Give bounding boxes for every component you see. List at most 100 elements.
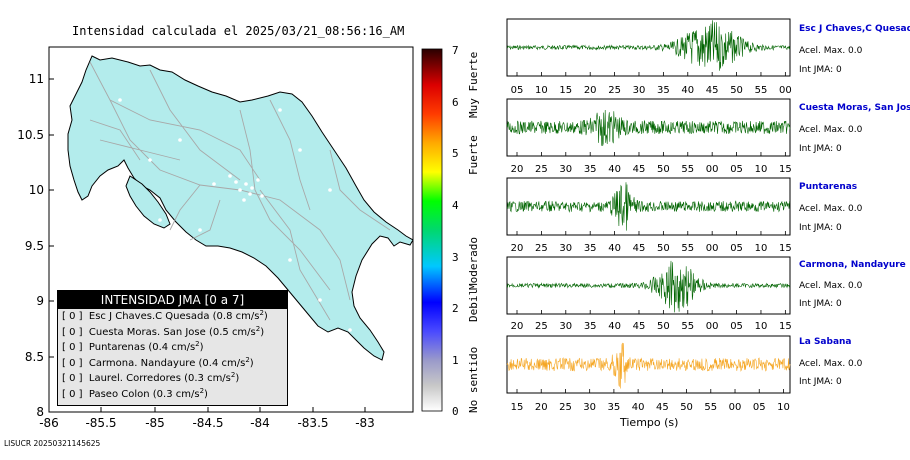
colorbar-ticks: 0 1 2 3 4 5 6 7 [452, 44, 459, 418]
colorbar-tick: 3 [452, 251, 459, 264]
seismogram-x-axis-label: Tiempo (s) [620, 416, 679, 429]
legend-item: [ 0 ] Paseo Colon (0.3 cm/s2) [62, 386, 208, 400]
station-int: Int JMA: 0 [799, 377, 842, 387]
seismogram-tick-label: 35 [657, 85, 670, 96]
seismogram-tick-label: 45 [706, 85, 719, 96]
x-tick-label: -84.5 [192, 416, 223, 430]
station-name: Carmona, Nandayure [799, 260, 906, 270]
x-tick-label: -85 [145, 416, 165, 430]
seismogram-tick-label: 50 [657, 243, 670, 254]
seismogram-tick-label: 05 [730, 164, 743, 175]
legend-item: [ 0 ] Laurel. Corredores (0.3 cm/s2) [62, 371, 240, 385]
y-tick-label: 8 [36, 405, 44, 419]
seismogram-tick-label: 05 [730, 243, 743, 254]
map-tick-marks [49, 78, 366, 412]
seismogram-tick-label: 45 [656, 402, 669, 413]
seismogram-tick-label: 40 [632, 402, 645, 413]
legend-item: [ 0 ] Cuesta Moras. San Jose (0.5 cm/s2) [62, 324, 265, 338]
seismogram-tick-label: 50 [730, 85, 743, 96]
seismogram-tick-label: 20 [584, 85, 597, 96]
colorbar-label: No sentido [467, 347, 480, 413]
seismogram-tick-label: 00 [729, 402, 742, 413]
seismogram-tick-label: 40 [681, 85, 694, 96]
seismogram-tick-label: 00 [706, 164, 719, 175]
seismogram-tick-label: 40 [608, 321, 621, 332]
seismogram-tick-label: 20 [511, 243, 524, 254]
seismogram-tick-label: 45 [633, 321, 646, 332]
legend-title: INTENSIDAD JMA [0 a 7] [58, 291, 287, 309]
station-name: La Sabana [799, 337, 852, 347]
y-tick-label: 8.5 [25, 350, 44, 364]
colorbar-tick: 1 [452, 354, 459, 367]
station-acel: Acel. Max. 0.0 [799, 46, 863, 56]
y-tick-label: 11 [29, 72, 44, 86]
seismogram-tick-label: 10 [755, 243, 768, 254]
colorbar-tick: 6 [452, 96, 459, 109]
seismogram-tick-label: 15 [779, 164, 792, 175]
seismogram-tick-label: 20 [535, 402, 548, 413]
seismogram-tick-label: 55 [681, 164, 694, 175]
y-tick-label: 10 [29, 183, 44, 197]
seismogram-tick-label: 15 [511, 402, 524, 413]
y-tick-label: 10.5 [17, 128, 44, 142]
colorbar-label: Moderado [467, 237, 480, 290]
seismogram-tick-label: 10 [535, 85, 548, 96]
seismogram-tick-label: 15 [559, 85, 572, 96]
intensity-legend: INTENSIDAD JMA [0 a 7] [ 0 ] Esc J Chave… [57, 290, 288, 406]
colorbar-tick: 0 [452, 405, 459, 418]
seismogram-tick-label: 00 [706, 321, 719, 332]
seismogram-tick-label: 45 [633, 243, 646, 254]
x-tick-label: -84 [250, 416, 270, 430]
station-acel: Acel. Max. 0.0 [799, 204, 863, 214]
colorbar-category-labels: No sentido Debil Moderado Fuerte Muy Fue… [467, 52, 480, 413]
seismogram-trace [506, 109, 791, 146]
seismogram-tick-label: 15 [779, 321, 792, 332]
station-int: Int JMA: 0 [799, 223, 842, 233]
seismogram-tick-label: 20 [511, 321, 524, 332]
seismogram-tick-label: 00 [779, 85, 792, 96]
station-acel: Acel. Max. 0.0 [799, 125, 863, 135]
seismogram-tick-label: 40 [608, 243, 621, 254]
seismogram-tick-label: 50 [680, 402, 693, 413]
station-int: Int JMA: 0 [799, 65, 842, 75]
station-acel: Acel. Max. 0.0 [799, 359, 863, 369]
colorbar-tick: 4 [452, 199, 459, 212]
seismogram-tick-label: 30 [559, 243, 572, 254]
seismogram-frame [506, 256, 791, 315]
seismogram-trace [506, 182, 791, 231]
seismogram-tick-label: 05 [730, 321, 743, 332]
seismogram-tick-label: 25 [535, 243, 548, 254]
seismogram-trace [506, 20, 791, 71]
seismogram-tick-label: 25 [608, 85, 621, 96]
seismogram-tick-label: 10 [755, 164, 768, 175]
seismogram-tick-label: 40 [608, 164, 621, 175]
legend-item: [ 0 ] Puntarenas (0.4 cm/s2) [62, 340, 204, 354]
colorbar-label: Fuerte [467, 135, 480, 175]
seismogram-tick-label: 55 [704, 402, 717, 413]
seismogram-tick-label: 35 [584, 164, 597, 175]
seismogram-tick-label: 05 [511, 85, 524, 96]
station-int: Int JMA: 0 [799, 299, 842, 309]
legend-item: [ 0 ] Esc J Chaves.C Quesada (0.8 cm/s2) [62, 309, 268, 323]
seismogram-tick-label: 30 [633, 85, 646, 96]
seismogram-tick-label: 55 [681, 243, 694, 254]
seismogram-tick-label: 35 [584, 243, 597, 254]
map-title: Intensidad calculada el 2025/03/21_08:56… [72, 24, 405, 38]
seismogram-tick-label: 30 [559, 321, 572, 332]
nicoya-peninsula [125, 175, 171, 229]
seismogram-tick-label: 55 [681, 321, 694, 332]
costa-rica-land [67, 55, 413, 361]
x-tick-label: -86 [39, 416, 59, 430]
colorbar-tick: 2 [452, 302, 459, 315]
x-tick-label: -83.5 [297, 416, 328, 430]
seismogram-tick-label: 45 [633, 164, 646, 175]
seismogram-tick-label: 30 [559, 164, 572, 175]
y-tick-label: 9.5 [25, 239, 44, 253]
road-network [89, 61, 391, 321]
y-tick-label: 9 [36, 294, 44, 308]
seismogram-tick-label: 20 [511, 164, 524, 175]
station-dots [118, 98, 352, 332]
colorbar-label: Debil [467, 289, 480, 322]
